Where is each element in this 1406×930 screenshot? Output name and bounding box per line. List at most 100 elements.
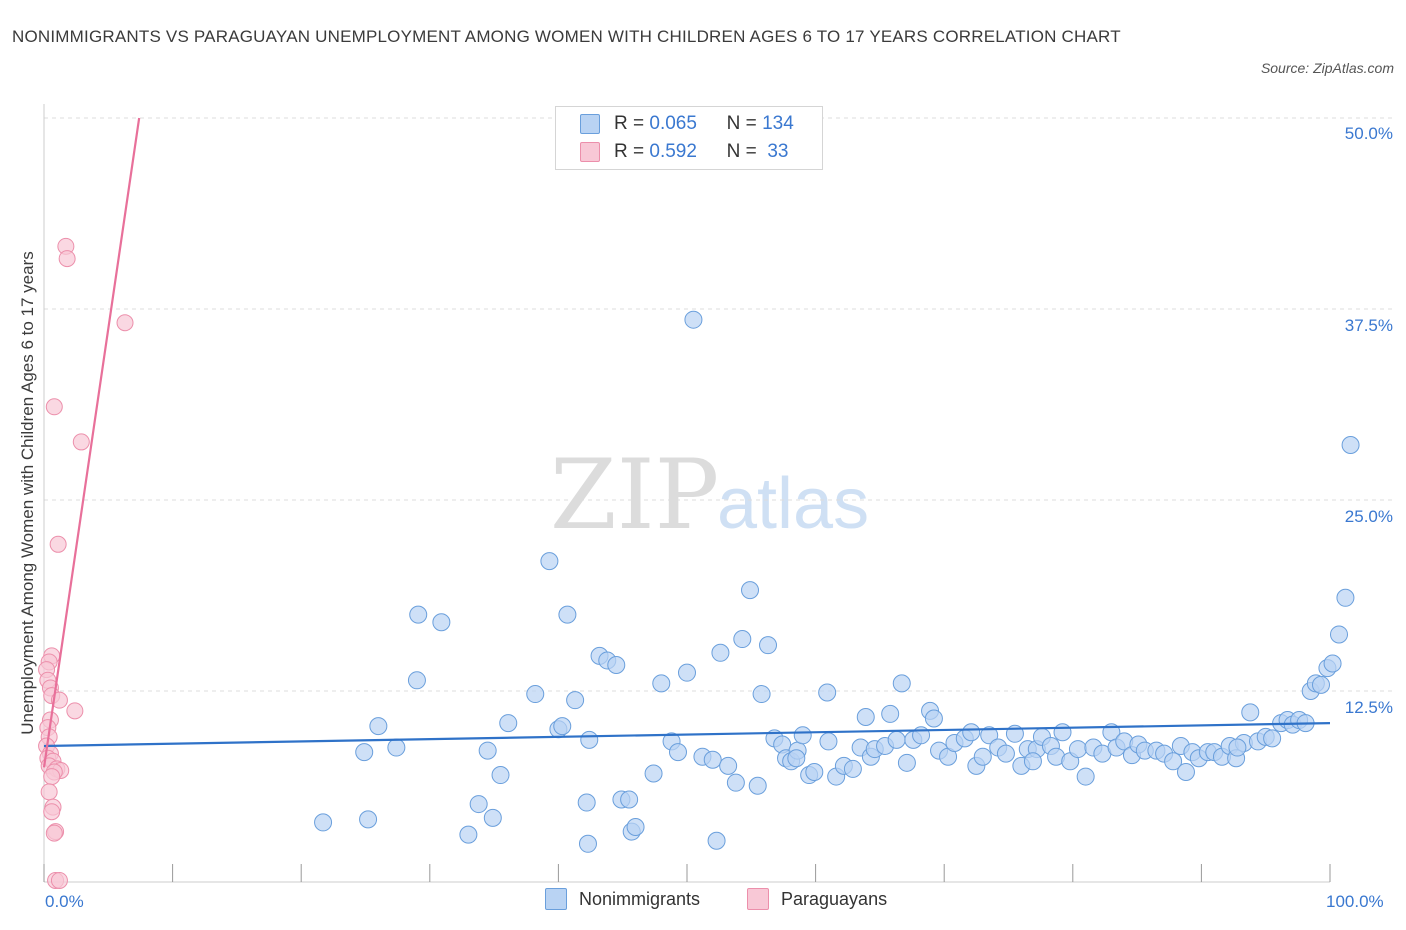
nonimmigrants-point (1176, 762, 1195, 781)
y-tick-label-37-5: 37.5% (1344, 316, 1393, 335)
legend-n-label: N = (726, 113, 757, 134)
nonimmigrants-point (1341, 435, 1360, 454)
nonimmigrants-point (459, 825, 478, 844)
legend-n-value: 33 (767, 141, 789, 162)
nonimmigrants-point (526, 685, 545, 704)
bottom-legend-swatch-pink (747, 888, 769, 910)
paraguayans-point (116, 314, 134, 332)
nonimmigrants-point (962, 723, 981, 742)
nonimmigrants-point (703, 750, 722, 769)
bottom-legend-nonimmigrants: Nonimmigrants (545, 888, 700, 910)
legend-r-value: 0.592 (649, 141, 697, 162)
nonimmigrants-point (748, 776, 767, 795)
y-tick-label-25: 25.0% (1344, 507, 1393, 526)
bottom-legend-swatch-blue (545, 888, 567, 910)
watermark-atlas: atlas (717, 464, 869, 544)
legend-row-paraguayans: R = 0.592 N = 33 (580, 139, 788, 165)
nonimmigrants-point (741, 581, 760, 600)
bottom-legend-label: Paraguayans (781, 888, 888, 909)
nonimmigrants-point (793, 726, 812, 745)
legend-n-value: 134 (762, 113, 794, 134)
paraguayans-point (43, 768, 61, 786)
watermark: ZIP atlas (550, 439, 869, 551)
paraguayans-point (43, 803, 61, 821)
nonimmigrants-point (752, 685, 771, 704)
nonimmigrants-point (652, 674, 671, 693)
nonimmigrants-point (787, 749, 806, 768)
nonimmigrants-point (1068, 740, 1087, 759)
watermark-zip: ZIP (550, 439, 719, 551)
nonimmigrants-point (644, 764, 663, 783)
nonimmigrants-point (491, 766, 510, 785)
trend-lines (42, 117, 1331, 768)
legend-r-label: R = (614, 113, 645, 134)
nonimmigrants-point (805, 762, 824, 781)
nonimmigrants-point (726, 773, 745, 792)
nonimmigrants-point (359, 810, 378, 829)
nonimmigrants-points (314, 310, 1360, 853)
nonimmigrants-point (733, 630, 752, 649)
paraguayans-point (66, 702, 84, 720)
paraguayans-point (58, 250, 76, 268)
legend-row-nonimmigrants: R = 0.065 N = 134 (580, 111, 794, 137)
x-tick-label-min: 0.0% (45, 892, 84, 911)
nonimmigrants-point (819, 732, 838, 751)
nonimmigrants-point (924, 709, 943, 728)
nonimmigrants-point (1053, 723, 1072, 742)
legend-swatch-pink (580, 142, 600, 162)
nonimmigrants-point (540, 552, 559, 571)
paraguayans-points (38, 237, 134, 889)
nonimmigrants-point (707, 831, 726, 850)
nonimmigrants-point (607, 656, 626, 675)
y-tick-label-50: 50.0% (1344, 124, 1393, 143)
nonimmigrants-point (355, 743, 374, 762)
nonimmigrants-point (478, 741, 497, 760)
x-tick-label-max: 100.0% (1326, 892, 1384, 911)
nonimmigrants-point (668, 743, 687, 762)
nonimmigrants-trend-line (43, 721, 1331, 748)
nonimmigrants-point (719, 756, 738, 775)
nonimmigrants-point (892, 674, 911, 693)
nonimmigrants-point (1311, 675, 1330, 694)
nonimmigrants-point (973, 747, 992, 766)
nonimmigrants-point (469, 795, 488, 814)
paraguayans-point (72, 433, 90, 451)
bottom-legend-label: Nonimmigrants (579, 888, 701, 909)
nonimmigrants-point (558, 605, 577, 624)
nonimmigrants-point (1076, 767, 1095, 786)
nonimmigrants-point (856, 707, 875, 726)
paraguayans-point (49, 535, 67, 553)
nonimmigrants-point (314, 813, 333, 832)
y-tick-label-12-5: 12.5% (1344, 698, 1393, 717)
nonimmigrants-point (1241, 703, 1260, 722)
nonimmigrants-point (620, 790, 639, 809)
nonimmigrants-point (711, 643, 730, 662)
nonimmigrants-point (980, 726, 999, 745)
nonimmigrants-point (577, 793, 596, 812)
nonimmigrants-point (1323, 654, 1342, 673)
chart-title: NONIMMIGRANTS VS PARAGUAYAN UNEMPLOYMENT… (12, 27, 1121, 46)
nonimmigrants-point (759, 636, 778, 655)
nonimmigrants-point (1164, 752, 1183, 771)
nonimmigrants-point (881, 704, 900, 723)
paraguayans-point (50, 871, 68, 889)
nonimmigrants-point (897, 753, 916, 772)
nonimmigrants-point (409, 605, 428, 624)
paraguayans-trend-line (42, 117, 141, 768)
nonimmigrants-point (684, 310, 703, 329)
legend-swatch-blue (580, 114, 600, 134)
correlation-legend: R = 0.065 N = 134 R = 0.592 N = 33 (555, 106, 823, 170)
nonimmigrants-point (996, 744, 1015, 763)
nonimmigrants-point (387, 738, 406, 757)
legend-n-label: N = (726, 141, 757, 162)
paraguayans-point (45, 824, 63, 842)
nonimmigrants-point (1023, 752, 1042, 771)
nonimmigrants-point (818, 683, 837, 702)
nonimmigrants-point (566, 691, 585, 710)
source-label: Source: ZipAtlas.com (1260, 60, 1394, 76)
paraguayans-point (40, 783, 58, 801)
nonimmigrants-point (1330, 625, 1349, 644)
nonimmigrants-point (407, 671, 426, 690)
nonimmigrants-point (553, 717, 572, 736)
